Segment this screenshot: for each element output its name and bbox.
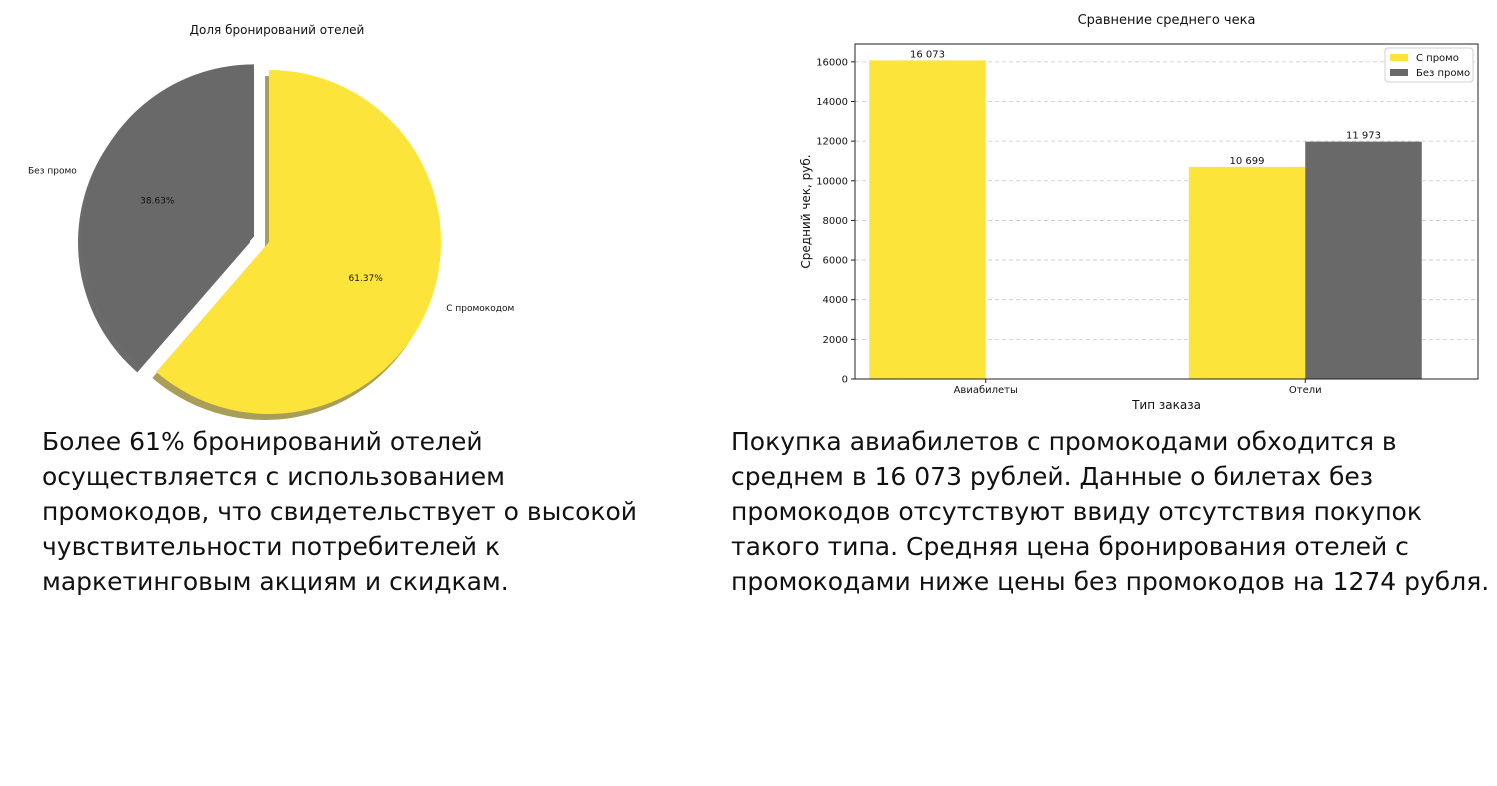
y-tick-label: 4000 <box>823 295 848 306</box>
pie-percent-label: 38.63% <box>140 196 175 206</box>
pie-category-label: Без промо <box>28 166 77 176</box>
pie-slice-without-promo <box>82 64 255 367</box>
x-tick-label: Отели <box>1289 385 1322 396</box>
pie-chart-caption: Более 61% бронирований отелей осуществля… <box>42 427 638 596</box>
bar-value-label: 11 973 <box>1346 131 1381 142</box>
legend-label: Без промо <box>1416 68 1470 79</box>
plot-frame <box>854 43 1479 380</box>
hotel-bookings-pie-chart: Доля бронирований отелей С промокодом 61.3… <box>28 23 514 421</box>
pie-category-label: С промокодом <box>446 304 514 314</box>
pie-percent-label: 61.37% <box>349 274 384 284</box>
y-tick-label: 6000 <box>823 256 848 267</box>
pie-slice-with-promo <box>156 70 441 414</box>
legend-swatch <box>1390 69 1408 76</box>
legend-label: С промо <box>1416 53 1459 64</box>
x-tick-label: Авиабилеты <box>954 385 1018 396</box>
bar-chart-title: Сравнение среднего чека <box>1078 13 1256 28</box>
bar-with-promo <box>1188 166 1306 379</box>
y-tick-label: 0 <box>842 375 848 386</box>
legend-swatch <box>1390 54 1408 61</box>
bar-value-label: 10 699 <box>1230 156 1265 167</box>
bar-value-label: 16 073 <box>910 49 945 60</box>
bar-chart-caption: Покупка авиабилетов с промокодами обходи… <box>731 427 1490 596</box>
y-tick-label: 16000 <box>816 57 848 68</box>
y-tick-label: 8000 <box>823 216 848 227</box>
y-tick-label: 2000 <box>823 335 848 346</box>
y-axis-label: Средний чек, руб. <box>799 154 813 268</box>
y-tick-label: 14000 <box>816 97 848 108</box>
bar-without-promo <box>1305 141 1422 379</box>
pie-title: Доля бронирований отелей <box>190 23 365 37</box>
x-axis-label: Тип заказа <box>1131 398 1201 412</box>
y-tick-label: 12000 <box>816 137 848 148</box>
y-tick-label: 10000 <box>816 176 848 187</box>
bar-with-promo <box>869 60 986 380</box>
average-check-bar-chart: Сравнение среднего чека 0 2000 4000 6000 8000… <box>799 13 1479 412</box>
